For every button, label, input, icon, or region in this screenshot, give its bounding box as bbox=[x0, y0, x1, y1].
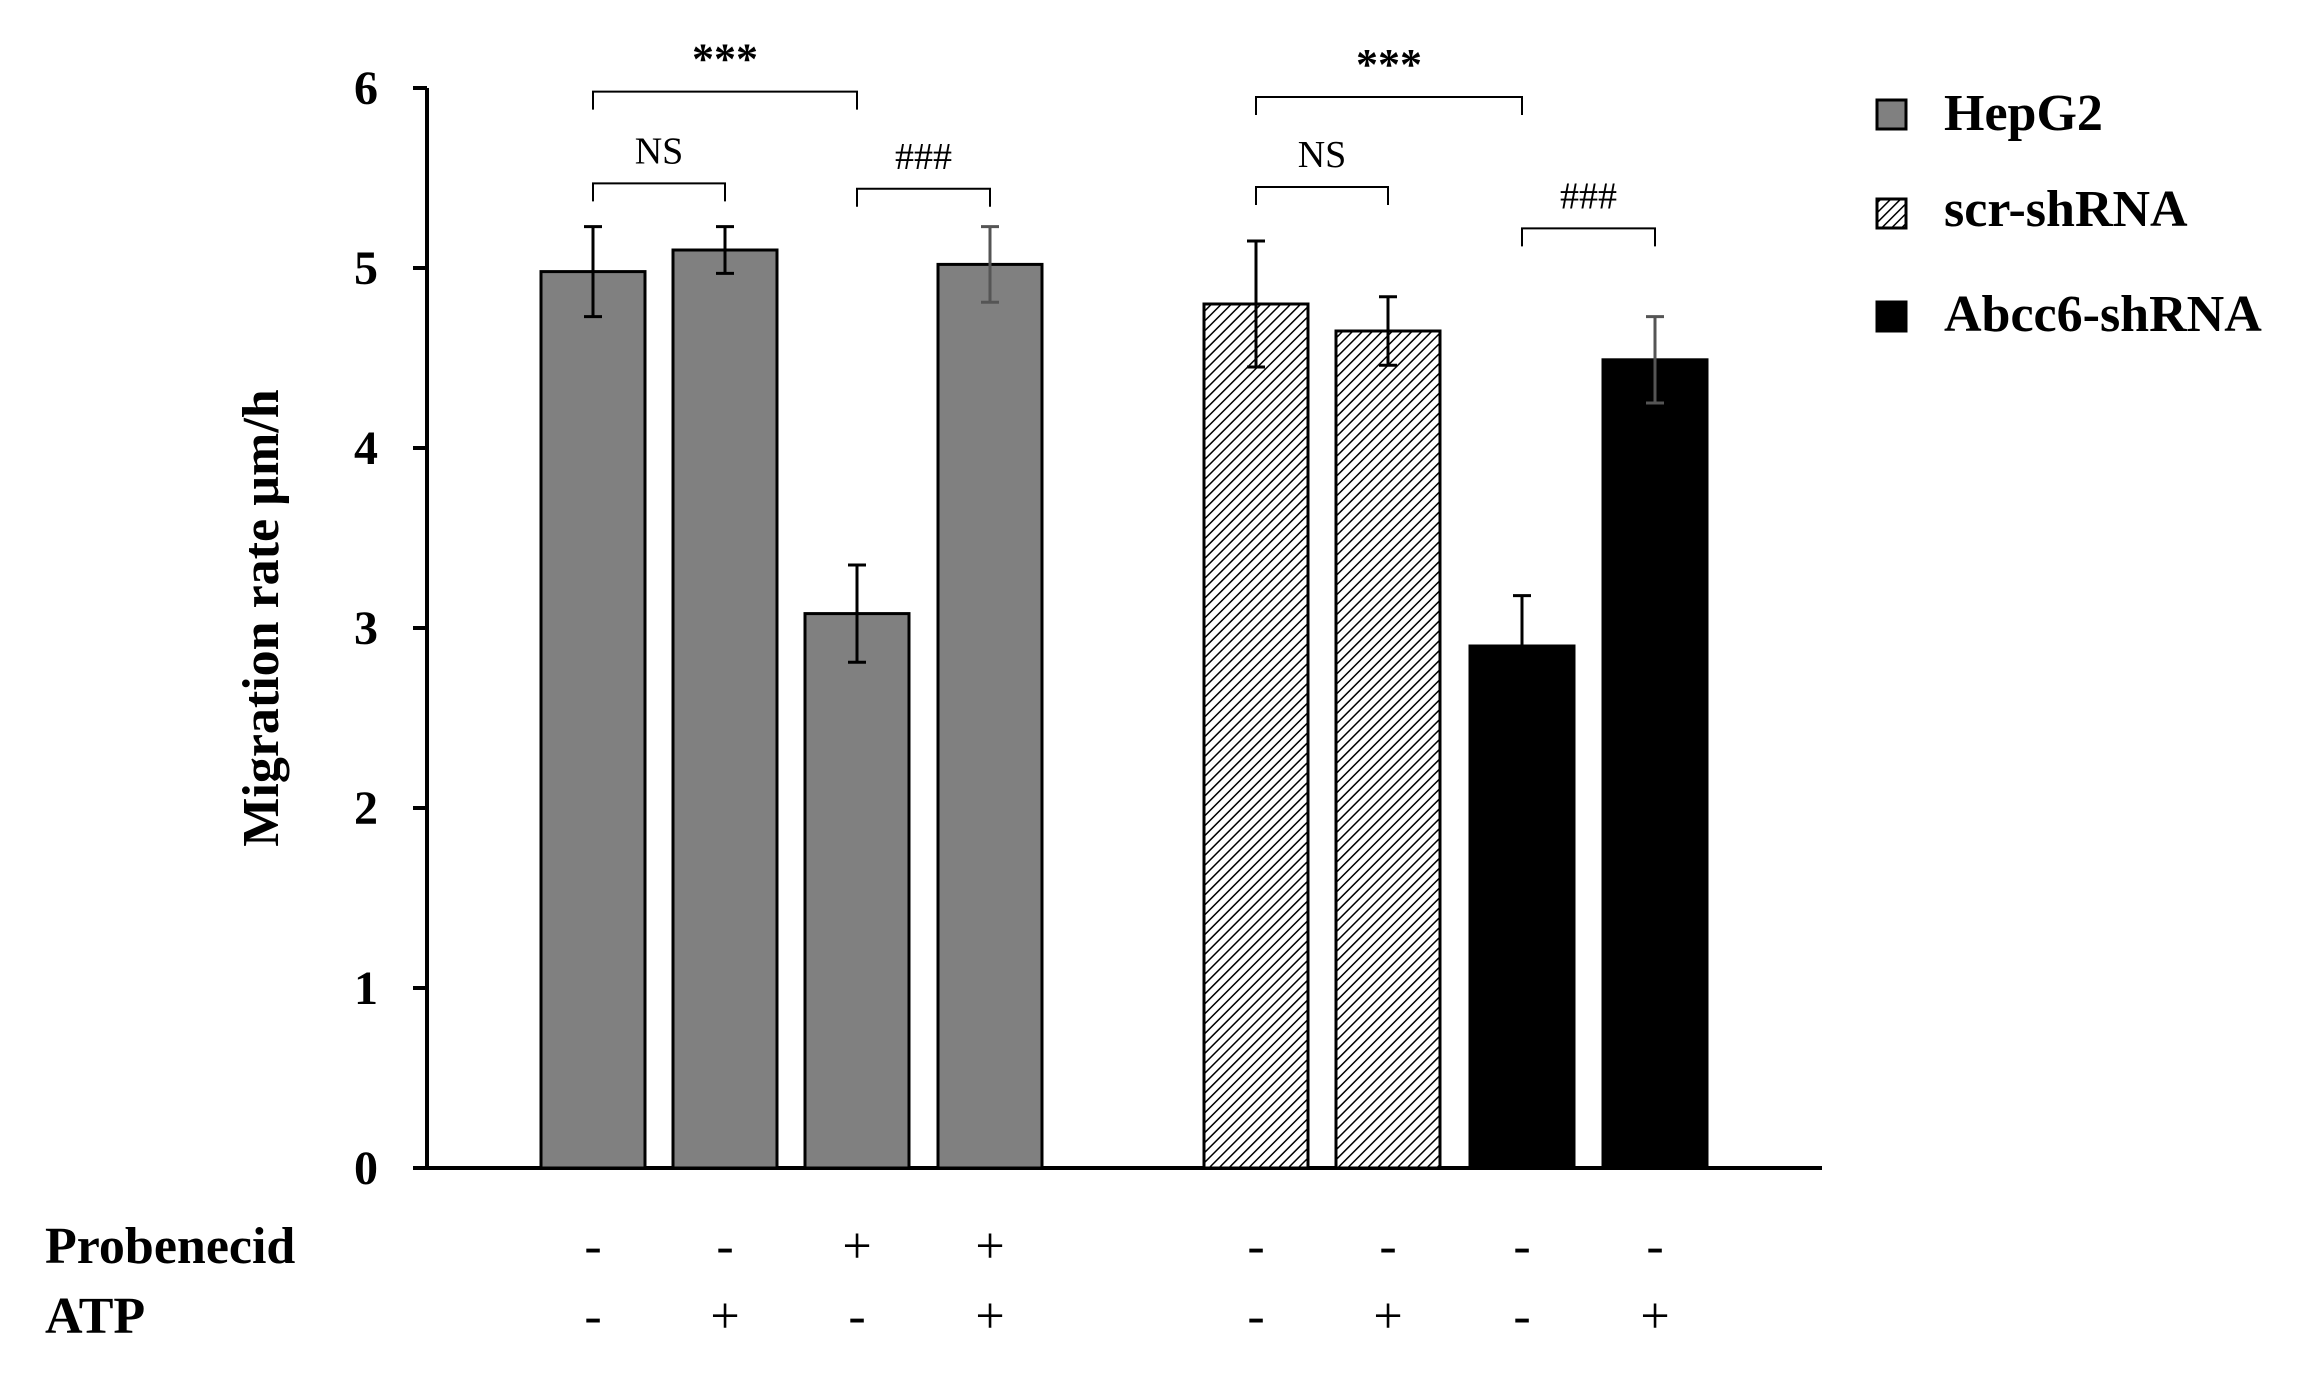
significance-bracket-4: *** bbox=[1255, 40, 1523, 115]
error-bar-6 bbox=[1379, 295, 1397, 367]
bar-5 bbox=[1202, 302, 1310, 1170]
bar-2 bbox=[671, 248, 779, 1170]
atp-sign-1: - bbox=[584, 1288, 601, 1345]
legend-swatch-abcc6-shrna bbox=[1875, 300, 1908, 333]
legend-label-scr-shrna: scr-shRNA bbox=[1944, 181, 2188, 238]
y-tick-label-1: 1 bbox=[354, 962, 378, 1015]
error-bar-2 bbox=[716, 225, 734, 275]
legend-label-abcc6-shrna: Abcc6-shRNA bbox=[1944, 286, 2262, 343]
atp-sign-7: - bbox=[1513, 1288, 1530, 1345]
probenecid-sign-5: - bbox=[1247, 1218, 1264, 1275]
atp-sign-8: + bbox=[1640, 1288, 1669, 1345]
significance-bracket-2: NS bbox=[592, 130, 726, 202]
svg-text:***: *** bbox=[692, 35, 758, 84]
significance-bracket-1: *** bbox=[592, 35, 858, 110]
error-bars bbox=[584, 225, 1664, 698]
svg-text:###: ### bbox=[895, 136, 952, 178]
probenecid-sign-6: - bbox=[1379, 1218, 1396, 1275]
svg-text:NS: NS bbox=[635, 130, 684, 172]
significance-bracket-5: NS bbox=[1255, 134, 1389, 205]
error-bar-5 bbox=[1247, 239, 1265, 369]
y-tick-label-0: 0 bbox=[354, 1142, 378, 1195]
atp-sign-6: + bbox=[1373, 1288, 1402, 1345]
error-bar-1 bbox=[584, 225, 602, 319]
svg-text:NS: NS bbox=[1298, 134, 1347, 176]
svg-text:###: ### bbox=[1560, 175, 1617, 217]
atp-sign-5: - bbox=[1247, 1288, 1264, 1345]
y-tick-label-6: 6 bbox=[354, 62, 378, 115]
probenecid-sign-4: + bbox=[975, 1218, 1004, 1275]
error-bar-3 bbox=[848, 563, 866, 664]
bar-8 bbox=[1601, 358, 1709, 1170]
probenecid-sign-3: + bbox=[842, 1218, 871, 1275]
atp-sign-2: + bbox=[710, 1288, 739, 1345]
bar-3 bbox=[803, 612, 911, 1170]
y-tick-label-3: 3 bbox=[354, 602, 378, 655]
y-tick-label-2: 2 bbox=[354, 782, 378, 835]
probenecid-sign-7: - bbox=[1513, 1218, 1530, 1275]
y-tick-label-5: 5 bbox=[354, 242, 378, 295]
probenecid-sign-2: - bbox=[716, 1218, 733, 1275]
significance-bracket-3: ### bbox=[856, 136, 991, 207]
error-bar-8 bbox=[1646, 315, 1664, 405]
y-axis-label: Migration rate µm/h bbox=[233, 389, 290, 846]
error-bar-4 bbox=[981, 225, 999, 304]
y-tick-label-4: 4 bbox=[354, 422, 378, 475]
bar-1 bbox=[539, 270, 647, 1170]
bar-7 bbox=[1468, 644, 1576, 1170]
legend-label-hepg2: HepG2 bbox=[1944, 85, 2103, 142]
error-bar-7 bbox=[1513, 594, 1531, 698]
probenecid-sign-8: - bbox=[1646, 1218, 1663, 1275]
bar-6 bbox=[1334, 329, 1442, 1170]
legend-swatch-hepg2 bbox=[1875, 98, 1908, 131]
legend: HepG2 scr-shRNA Abcc6-shRNA bbox=[1875, 85, 2262, 343]
row-label-probenecid: Probenecid bbox=[45, 1218, 295, 1275]
bars bbox=[539, 248, 1709, 1170]
row-label-atp: ATP bbox=[45, 1288, 145, 1345]
atp-sign-4: + bbox=[975, 1288, 1004, 1345]
atp-sign-3: - bbox=[848, 1288, 865, 1345]
y-ticks: 0 1 2 3 4 5 6 bbox=[354, 62, 427, 1195]
significance-bracket-6: ### bbox=[1521, 175, 1656, 247]
bar-4 bbox=[936, 262, 1044, 1170]
probenecid-sign-1: - bbox=[584, 1218, 601, 1275]
condition-rows: - - - + + - + + - - - + - - - + bbox=[584, 1218, 1669, 1345]
legend-swatch-scr-shrna bbox=[1875, 197, 1908, 230]
svg-text:***: *** bbox=[1356, 40, 1422, 89]
significance-annotations: *** NS ### *** NS ### bbox=[592, 35, 1656, 247]
